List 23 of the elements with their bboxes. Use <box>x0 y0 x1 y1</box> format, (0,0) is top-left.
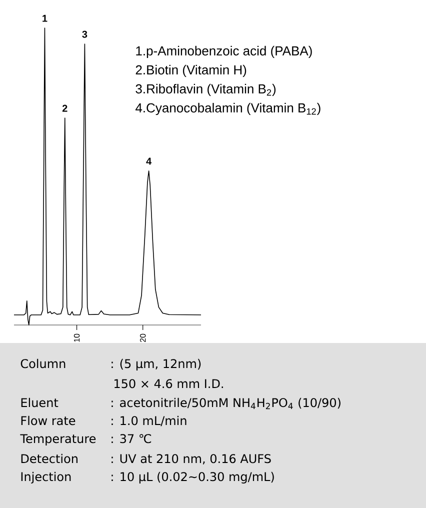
text: : 1.0 mL/min <box>112 416 186 426</box>
annotation: 4 <box>146 158 152 165</box>
annotation: 1 <box>42 14 48 22</box>
text: Temperature <box>20 434 96 446</box>
annotation: 2.Biotin (Vitamin H) <box>136 64 246 78</box>
x-tick-label: 20 <box>140 334 146 342</box>
annotation: 3 <box>82 30 88 38</box>
text: : UV at 210 nm, 0.16 AUFS <box>112 454 271 464</box>
annotation: 3.Riboflavin (Vitamin B$_{2}$) <box>136 84 276 96</box>
text: Detection <box>21 454 78 464</box>
text: 150 × 4.6 mm I.D. <box>114 379 223 388</box>
text: Injection <box>21 472 71 484</box>
annotation: 1.p-Aminobenzoic acid (PABA) <box>136 46 312 58</box>
annotation: 2 <box>62 104 68 112</box>
text: Column <box>20 358 66 368</box>
text: : 10 μL (0.02∼0.30 mg/mL) <box>112 472 274 484</box>
text: Flow rate <box>21 416 76 426</box>
text: : (5 μm, 12nm) <box>112 358 201 370</box>
text: : acetonitrile/50mM NH$_{4}$H$_{2}$PO$_{4}$ (10/90) <box>112 398 340 410</box>
annotation: 4.Cyanocobalamin (Vitamin B$_{12}$) <box>135 102 320 116</box>
x-tick-label: 10 <box>74 334 80 342</box>
text: : 37 ℃ <box>112 434 152 444</box>
text: Eluent <box>21 398 58 408</box>
